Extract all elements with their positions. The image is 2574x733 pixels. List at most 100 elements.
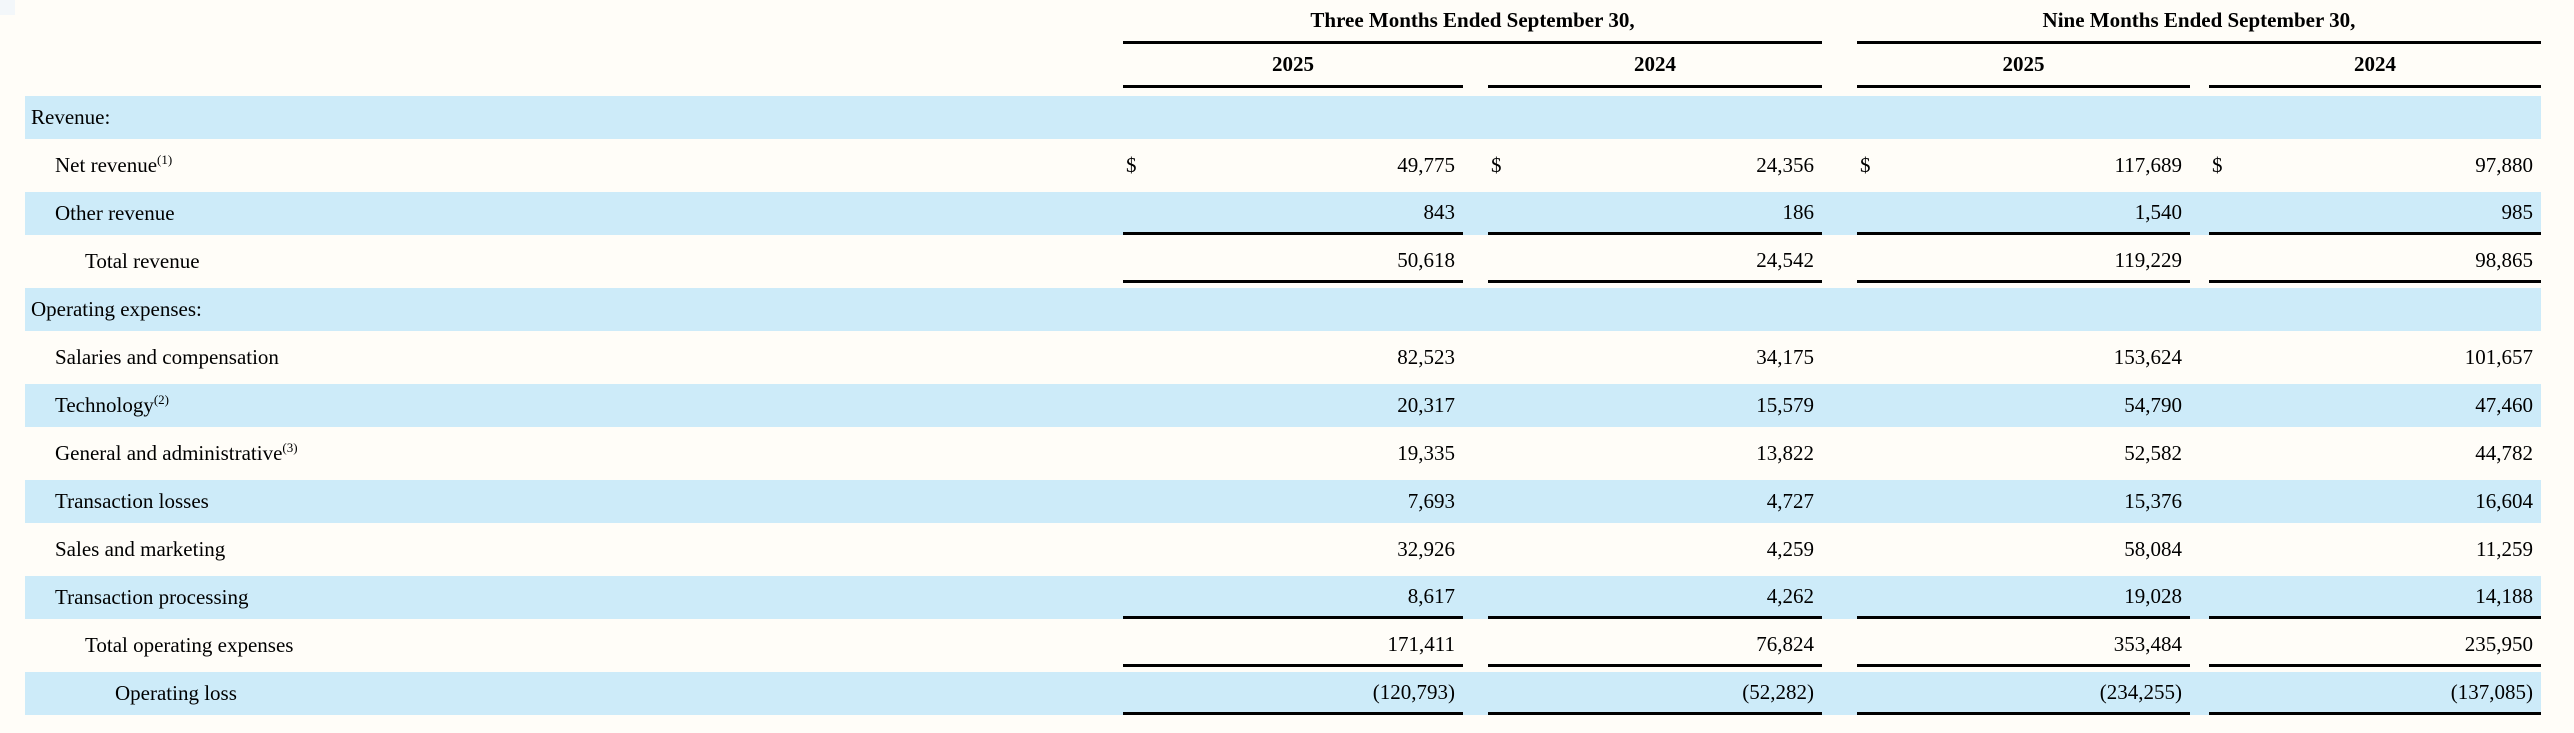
cell-value: 97,880 (2475, 153, 2533, 177)
column-gap (1463, 96, 1488, 139)
footnote-marker: (2) (153, 392, 170, 407)
row-value-cell: 1,540 (1857, 192, 2190, 235)
cell-value: 4,262 (1766, 583, 1814, 608)
group-gap (1822, 480, 1857, 523)
table-row: Salaries and compensation 82,523 34,175 153… (25, 336, 2541, 379)
cell-value: 153,624 (2113, 345, 2182, 369)
row-value-cell (2209, 96, 2541, 139)
row-value-cell (1488, 96, 1822, 139)
row-value-cell: (52,282) (1488, 672, 1822, 715)
year-header-3mo-2025: 2025 (1123, 44, 1463, 88)
row-value-cell: 54,790 (1857, 384, 2190, 427)
group-gap (1822, 192, 1857, 235)
group-gap (1822, 624, 1857, 667)
column-gap (2190, 672, 2209, 715)
group-gap (1822, 288, 1857, 331)
row-value-cell: 98,865 (2209, 240, 2541, 283)
column-gap (1463, 240, 1488, 283)
header-spacer (25, 0, 1123, 44)
cell-value: 98,865 (2475, 247, 2533, 272)
column-gap (2190, 288, 2209, 331)
table-row: Sales and marketing 32,926 4,259 58,084 11,2… (25, 528, 2541, 571)
cell-value: 47,460 (2475, 393, 2533, 417)
row-label-text: General and administrative(3) (55, 440, 298, 465)
cell-value: 14,188 (2475, 583, 2533, 608)
cell-value: 50,618 (1397, 247, 1455, 272)
cell-value: 7,693 (1407, 489, 1455, 513)
cell-value: 19,335 (1397, 441, 1455, 465)
column-gap (2190, 192, 2209, 235)
row-value-cell: 171,411 (1123, 624, 1463, 667)
period-group-header-row: Three Months Ended September 30, Nine Mo… (25, 0, 2541, 44)
group-gap (1822, 96, 1857, 139)
row-value-cell: 843 (1123, 192, 1463, 235)
row-value-cell (1123, 96, 1463, 139)
row-value-cell: 24,542 (1488, 240, 1822, 283)
row-label-text: Net revenue(1) (55, 152, 173, 177)
dollar-sign: $ (1126, 153, 1137, 177)
row-value-cell: 52,582 (1857, 432, 2190, 475)
cell-value: 16,604 (2475, 489, 2533, 513)
column-gap (2190, 44, 2209, 88)
row-label-text: Operating expenses: (31, 297, 202, 321)
row-value-cell: 4,259 (1488, 528, 1822, 571)
year-header-9mo-2025: 2025 (1857, 44, 2190, 88)
column-gap (1463, 192, 1488, 235)
cell-value: 24,542 (1756, 247, 1814, 272)
row-label: Transaction losses (25, 480, 1123, 523)
year-header-3mo-2024: 2024 (1488, 44, 1822, 88)
row-value-cell: 14,188 (2209, 576, 2541, 619)
year-header-9mo-2024: 2024 (2209, 44, 2541, 88)
table-row: Revenue: (25, 96, 2541, 139)
group-gap (1822, 144, 1857, 187)
column-gap (1463, 288, 1488, 331)
column-gap (1463, 624, 1488, 667)
row-value-cell: 76,824 (1488, 624, 1822, 667)
cell-value: (234,255) (2099, 679, 2182, 704)
cell-value: (137,085) (2450, 679, 2533, 704)
cell-value: 19,028 (2124, 583, 2182, 608)
row-value-cell (1123, 288, 1463, 331)
group-gap (1822, 672, 1857, 715)
page-corner-artifact (0, 0, 15, 15)
column-gap (1463, 672, 1488, 715)
cell-value: 24,356 (1756, 153, 1814, 177)
column-gap (2190, 432, 2209, 475)
row-label: Total operating expenses (25, 624, 1123, 667)
row-label-text: Salaries and compensation (55, 345, 279, 369)
row-label-text: Sales and marketing (55, 537, 226, 561)
row-value-cell: 7,693 (1123, 480, 1463, 523)
cell-value: 235,950 (2464, 631, 2533, 656)
row-value-cell: 985 (2209, 192, 2541, 235)
row-value-cell: $117,689 (1857, 144, 2190, 187)
row-value-cell: 19,028 (1857, 576, 2190, 619)
row-value-cell: 235,950 (2209, 624, 2541, 667)
column-gap (2190, 576, 2209, 619)
group-gap (1822, 0, 1857, 44)
column-gap (1463, 528, 1488, 571)
cell-value: 58,084 (2124, 537, 2182, 561)
period-group-nine-months: Nine Months Ended September 30, (1857, 0, 2541, 44)
row-value-cell (2209, 288, 2541, 331)
row-label-text: Transaction processing (55, 585, 249, 609)
cell-value: 20,317 (1397, 393, 1455, 417)
row-value-cell: 15,579 (1488, 384, 1822, 427)
row-label: Salaries and compensation (25, 336, 1123, 379)
row-value-cell: 82,523 (1123, 336, 1463, 379)
group-gap (1822, 44, 1857, 88)
dollar-sign: $ (2212, 153, 2223, 177)
row-label: Other revenue (25, 192, 1123, 235)
row-label-text: Transaction losses (55, 489, 209, 513)
cell-value: 171,411 (1387, 631, 1455, 656)
row-label-text: Technology(2) (55, 392, 170, 417)
table-row: Operating expenses: (25, 288, 2541, 331)
row-label: Sales and marketing (25, 528, 1123, 571)
row-value-cell: 8,617 (1123, 576, 1463, 619)
row-value-cell: 4,262 (1488, 576, 1822, 619)
row-label: Revenue: (25, 96, 1123, 139)
row-label-text: Revenue: (31, 105, 111, 129)
row-value-cell (1488, 288, 1822, 331)
cell-value: 101,657 (2464, 345, 2533, 369)
column-gap (1463, 336, 1488, 379)
year-header-row: 2025 2024 2025 2024 (25, 44, 2541, 88)
